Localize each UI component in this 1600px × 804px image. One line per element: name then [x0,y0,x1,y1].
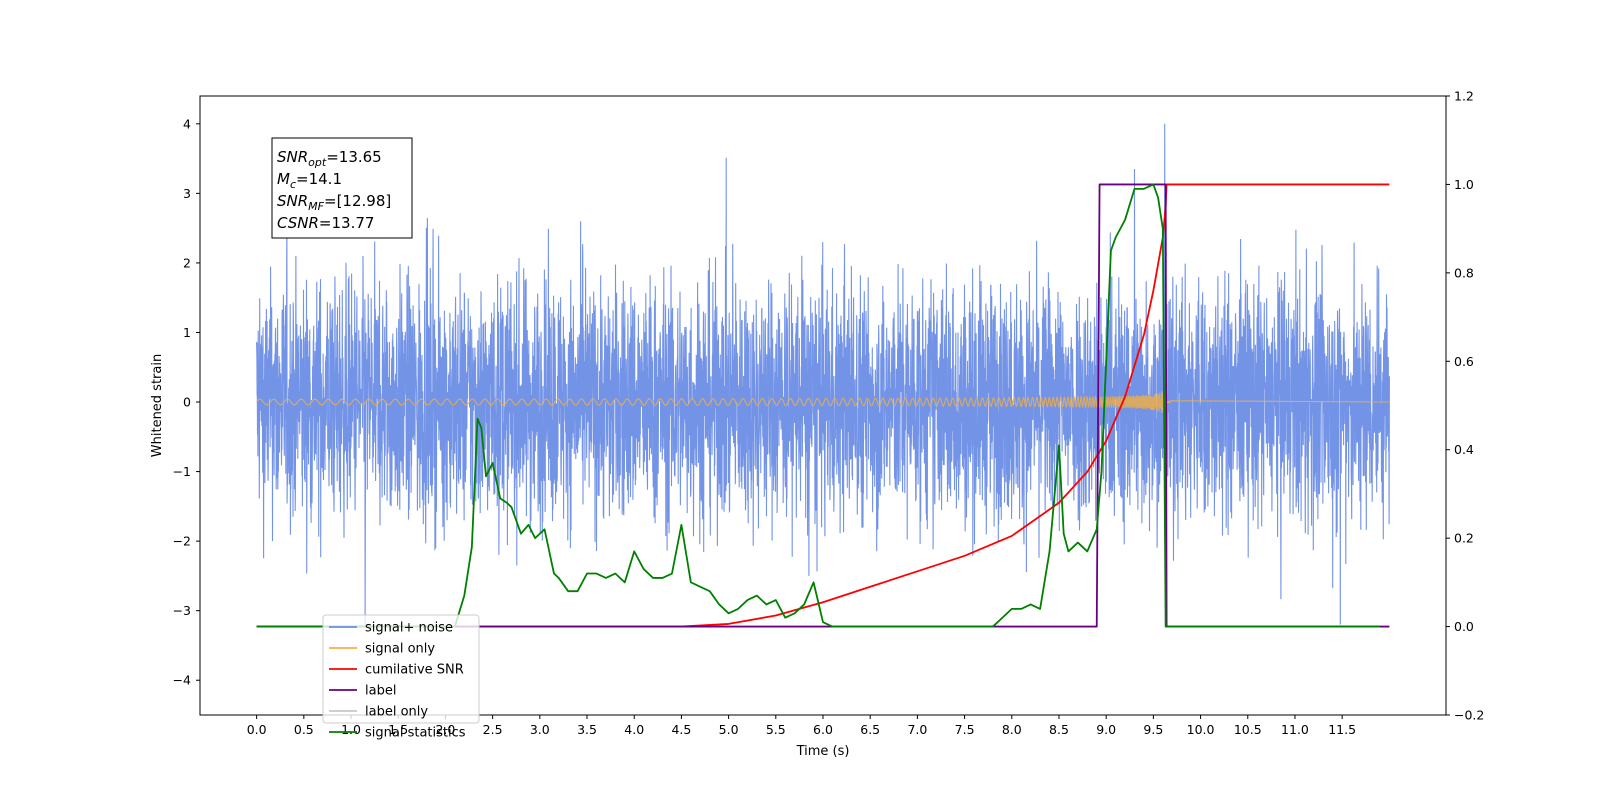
legend-entry: signal+ noise [365,621,453,636]
stats-line: Mc=14.1 [277,170,342,191]
stats-line: CSNR=13.77 [277,214,374,232]
series-line-5 [256,183,1380,628]
y2-tick-label: 0.2 [1454,531,1474,546]
legend-entry: label [365,684,396,699]
series-layer [256,123,1390,628]
y-axis-label: Whitened strain [150,354,165,457]
series-signal-only [256,390,1390,413]
x-tick-label: 8.0 [1002,722,1022,737]
y2-tick-label: −0.2 [1454,708,1484,723]
y-tick-label: −1 [173,464,191,479]
legend: signal+ noise signal only cumilative SNR la… [322,614,480,741]
x-tick-label: 6.5 [860,722,880,737]
x-tick-label: 6.0 [813,722,833,737]
y2-tick-label: 0.6 [1454,354,1474,369]
y2-tick-label: 0.0 [1454,619,1474,634]
legend-entry: cumilative SNR [365,663,464,678]
y-tick-label: 1 [183,325,191,340]
x-tick-label: 1.0 [341,722,361,737]
y-tick-label: −2 [173,534,191,549]
x-tick-label: 7.5 [955,722,975,737]
y-axis-right: 1.2 1.0 0.8 0.6 0.4 0.2 0.0 −0.2 [1446,89,1484,723]
x-tick-label: 5.0 [719,722,739,737]
x-tick-label: 0.5 [294,722,314,737]
stats-box-frame [271,137,413,239]
legend-entry: signal only [365,642,435,657]
x-axis: 0.0 0.5 1.0 1.5 2.0 2.5 3.0 3.5 4.0 4.5 5.0 5.5 6.0 6… [247,715,1356,737]
y-tick-label: 4 [183,116,191,131]
stats-line: SNRopt=13.65 [277,148,382,169]
x-tick-label: 1.5 [388,722,408,737]
y2-tick-label: 1.0 [1454,177,1474,192]
x-tick-label: 2.0 [435,722,455,737]
legend-entry: signal statistics [365,726,466,741]
x-axis-label: Time (s) [796,744,850,759]
legend-frame [322,614,480,724]
y2-tick-label: 1.2 [1454,89,1474,104]
x-tick-label: 8.5 [1049,722,1069,737]
x-tick-label: 3.5 [577,722,597,737]
x-tick-label: 5.5 [766,722,786,737]
y-tick-label: −3 [173,603,191,618]
y2-tick-label: 0.4 [1454,442,1474,457]
x-tick-label: 10.0 [1187,722,1215,737]
x-tick-label: 9.0 [1096,722,1116,737]
series-noise-band [256,123,1390,625]
y-tick-label: −4 [173,673,191,688]
x-tick-label: 11.5 [1328,722,1356,737]
y2-tick-label: 0.8 [1454,265,1474,280]
stats-line: SNRMF=[12.98] [277,192,391,213]
y-axis-left: 4 3 2 1 0 −1 −2 −3 −4 [173,116,200,688]
x-tick-label: 4.0 [624,722,644,737]
stats-box: SNRopt=13.65Mc=14.1SNRMF=[12.98]CSNR=13.… [271,137,413,239]
x-tick-label: 10.5 [1234,722,1262,737]
x-tick-label: 9.5 [1143,722,1163,737]
x-tick-label: 7.0 [907,722,927,737]
x-tick-label: 3.0 [530,722,550,737]
x-tick-label: 11.0 [1281,722,1309,737]
x-tick-label: 4.5 [671,722,691,737]
legend-entry: label only [365,705,428,720]
y-tick-label: 3 [183,186,191,201]
x-tick-label: 2.5 [483,722,503,737]
x-tick-label: 0.0 [247,722,267,737]
y-tick-label: 2 [183,255,191,270]
y-tick-label: 0 [183,395,191,410]
